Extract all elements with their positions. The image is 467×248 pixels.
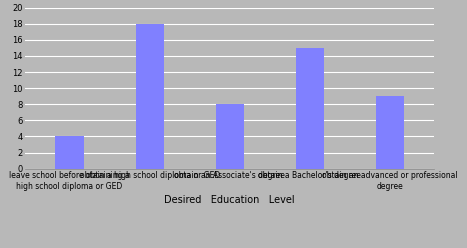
Bar — [56, 136, 84, 169]
Bar — [216, 104, 244, 169]
Bar — [296, 48, 324, 169]
Bar — [376, 96, 404, 169]
Bar — [135, 24, 163, 169]
X-axis label: Desired   Education   Level: Desired Education Level — [164, 195, 295, 205]
